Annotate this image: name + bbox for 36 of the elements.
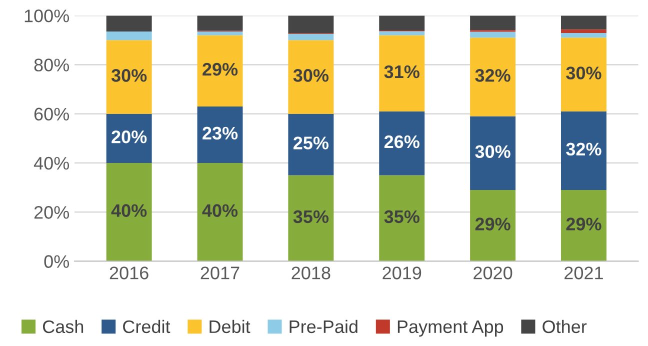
x-tick-label: 2017 — [200, 266, 240, 280]
x-tick-label: 2018 — [292, 266, 330, 280]
legend-label: Debit — [210, 320, 250, 334]
y-tick-label: 100% — [24, 10, 70, 22]
data-label: 30% — [293, 69, 329, 82]
data-label: 40% — [111, 204, 147, 217]
data-label: 29% — [202, 62, 238, 76]
data-label: 30% — [566, 66, 602, 80]
y-tick-label: 80% — [34, 58, 70, 72]
data-label: 25% — [293, 136, 329, 150]
legend-label: Other — [542, 320, 587, 334]
legend-label: Payment App — [398, 320, 504, 337]
y-tick-label: 60% — [34, 108, 70, 121]
data-label: 35% — [293, 210, 329, 224]
x-tick-label: 2019 — [382, 266, 422, 280]
data-label: 20% — [112, 130, 147, 144]
data-label: 29% — [475, 218, 510, 230]
x-tick-label: 2020 — [474, 266, 512, 280]
data-label: 32% — [566, 142, 602, 156]
legend-label: Pre-Paid — [290, 320, 358, 334]
y-tick-label: 0% — [44, 255, 70, 268]
data-label: 35% — [384, 210, 420, 224]
x-tick-label: 2021 — [564, 266, 603, 280]
data-label: 30% — [475, 145, 510, 158]
data-label: 32% — [475, 69, 510, 82]
legend-label: Cash — [42, 320, 84, 334]
legend-label: Credit — [123, 320, 170, 334]
data-label: 26% — [384, 135, 420, 148]
y-tick-label: 20% — [34, 206, 70, 219]
data-label: 29% — [566, 218, 602, 230]
x-tick-label: 2016 — [110, 266, 148, 280]
data-label: 31% — [384, 65, 420, 78]
data-label: 30% — [111, 69, 147, 82]
data-label: 23% — [202, 126, 238, 140]
data-label: 40% — [202, 204, 238, 217]
y-tick-label: 40% — [34, 156, 70, 170]
